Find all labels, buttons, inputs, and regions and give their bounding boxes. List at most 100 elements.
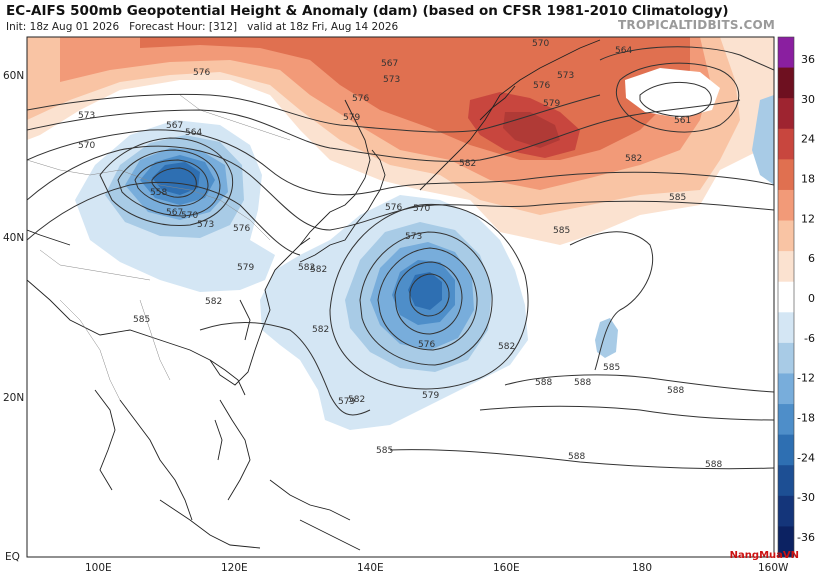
colorbar-labels: 36 30 24 18 12 6 0 -6 -12 -18 -24 -30 -36 (797, 53, 815, 544)
colorbar-label: -6 (804, 332, 815, 345)
ne-low-anomaly (625, 68, 720, 118)
contour-label: 588 (574, 378, 591, 388)
colorbar-swatch (778, 251, 794, 283)
colorbar-swatch (778, 67, 794, 99)
colorbar-swatch (778, 128, 794, 160)
contour-label: 576 (193, 68, 210, 78)
contour-label: 573 (197, 220, 214, 230)
colorbar-label: -36 (797, 531, 815, 544)
lat-label-eq: EQ (5, 551, 20, 563)
contour-label: 567 (381, 59, 398, 69)
colorbar-label: 12 (801, 212, 815, 225)
colorbar (777, 36, 795, 558)
contour-label: 564 (185, 128, 202, 138)
lon-label-120e: 120E (221, 562, 248, 573)
contour-label: 573 (383, 75, 400, 85)
colorbar-swatch (778, 373, 794, 405)
anomaly-shading (27, 37, 774, 551)
colorbar-swatch (778, 495, 794, 527)
colorbar-label: -12 (797, 372, 815, 385)
contour-label: 585 (603, 363, 620, 373)
colorbar-frame (777, 36, 795, 558)
contour-label: 570 (413, 204, 430, 214)
contour-label: 582 (310, 265, 327, 275)
colorbar-swatch (778, 465, 794, 497)
contour-label: 576 (233, 224, 250, 234)
colorbar-swatch (778, 98, 794, 130)
contour-label: 582 (312, 325, 329, 335)
colorbar-swatch (778, 37, 794, 69)
contour-label: 579 (543, 99, 560, 109)
contour-label: 582 (298, 263, 315, 273)
lon-label-180: 180 (632, 562, 652, 573)
contour-label: 570 (532, 39, 549, 49)
borders (27, 94, 291, 401)
brand-label: TROPICALTIDBITS.COM (618, 18, 775, 32)
ne-edge-anomaly (752, 95, 774, 185)
contour-label: 579 (422, 391, 439, 401)
contour-label: 582 (205, 297, 222, 307)
pacific-low-5 (408, 272, 442, 310)
contour-label: 585 (553, 226, 570, 236)
watermark-logo: NangMuaVN (729, 550, 799, 561)
colorbar-swatch (778, 220, 794, 252)
colorbar-swatch (778, 159, 794, 191)
map-title: EC-AIFS 500mb Geopotential Height & Anom… (6, 3, 729, 19)
contour-label: 570 (181, 211, 198, 221)
forecast-hour: Forecast Hour: [312] (129, 21, 238, 33)
contour-label: 576 (418, 340, 435, 350)
colorbar-swatch (778, 281, 794, 313)
contour-label: 585 (133, 315, 150, 325)
lat-label-20n: 20N (3, 392, 24, 404)
contour-label: 588 (568, 452, 585, 462)
map-subtitle: Init: 18z Aug 01 2026 Forecast Hour: [31… (6, 21, 398, 33)
colorbar-swatch (778, 404, 794, 436)
colorbar-label: 30 (801, 93, 815, 106)
contour-label: 564 (615, 46, 632, 56)
colorbar-label: 18 (801, 173, 815, 186)
colorbar-label: -30 (797, 491, 815, 504)
colorbar-swatch (778, 526, 794, 558)
colorbar-label: 36 (801, 53, 815, 66)
lat-label-40n: 40N (3, 232, 24, 244)
contour-label: 567 (166, 208, 183, 218)
contour-label: 582 (459, 159, 476, 169)
colorbar-swatch (778, 342, 794, 374)
colorbar-label: 0 (808, 292, 815, 305)
contour-label: 585 (669, 193, 686, 203)
lon-label-160e: 160E (493, 562, 520, 573)
colorbar-swatch (778, 312, 794, 344)
contour-label: 579 (338, 397, 355, 407)
contour-label: 588 (705, 460, 722, 470)
lat-label-60n: 60N (3, 70, 24, 82)
lon-label-100e: 100E (85, 562, 112, 573)
contour-label: 582 (498, 342, 515, 352)
contour-label: 588 (667, 386, 684, 396)
coastlines (27, 39, 601, 551)
contour-label: 576 (385, 203, 402, 213)
colorbar-label: -18 (797, 412, 815, 425)
colorbar-swatch (778, 189, 794, 222)
positive-anomaly-6 (503, 112, 560, 148)
contour-label: 582 (348, 395, 365, 405)
colorbar-label: 6 (808, 252, 815, 265)
map-frame (26, 36, 775, 558)
colorbar-label: 24 (801, 133, 815, 146)
contour-label: 573 (78, 111, 95, 121)
contour-label: 573 (405, 232, 422, 242)
colorbar-label: -24 (797, 451, 815, 464)
contour-label: 585 (376, 446, 393, 456)
colorbar-swatch (778, 434, 794, 466)
contour-label: 576 (352, 94, 369, 104)
contour-label: 579 (237, 263, 254, 273)
contour-label: 579 (343, 113, 360, 123)
contour-label: 582 (625, 154, 642, 164)
contour-label: 573 (557, 71, 574, 81)
init-time: Init: 18z Aug 01 2026 (6, 21, 120, 33)
height-contours (27, 46, 774, 470)
lon-label-140e: 140E (357, 562, 384, 573)
lon-label-160w: 160W (758, 562, 789, 573)
contour-label: 561 (674, 116, 691, 126)
